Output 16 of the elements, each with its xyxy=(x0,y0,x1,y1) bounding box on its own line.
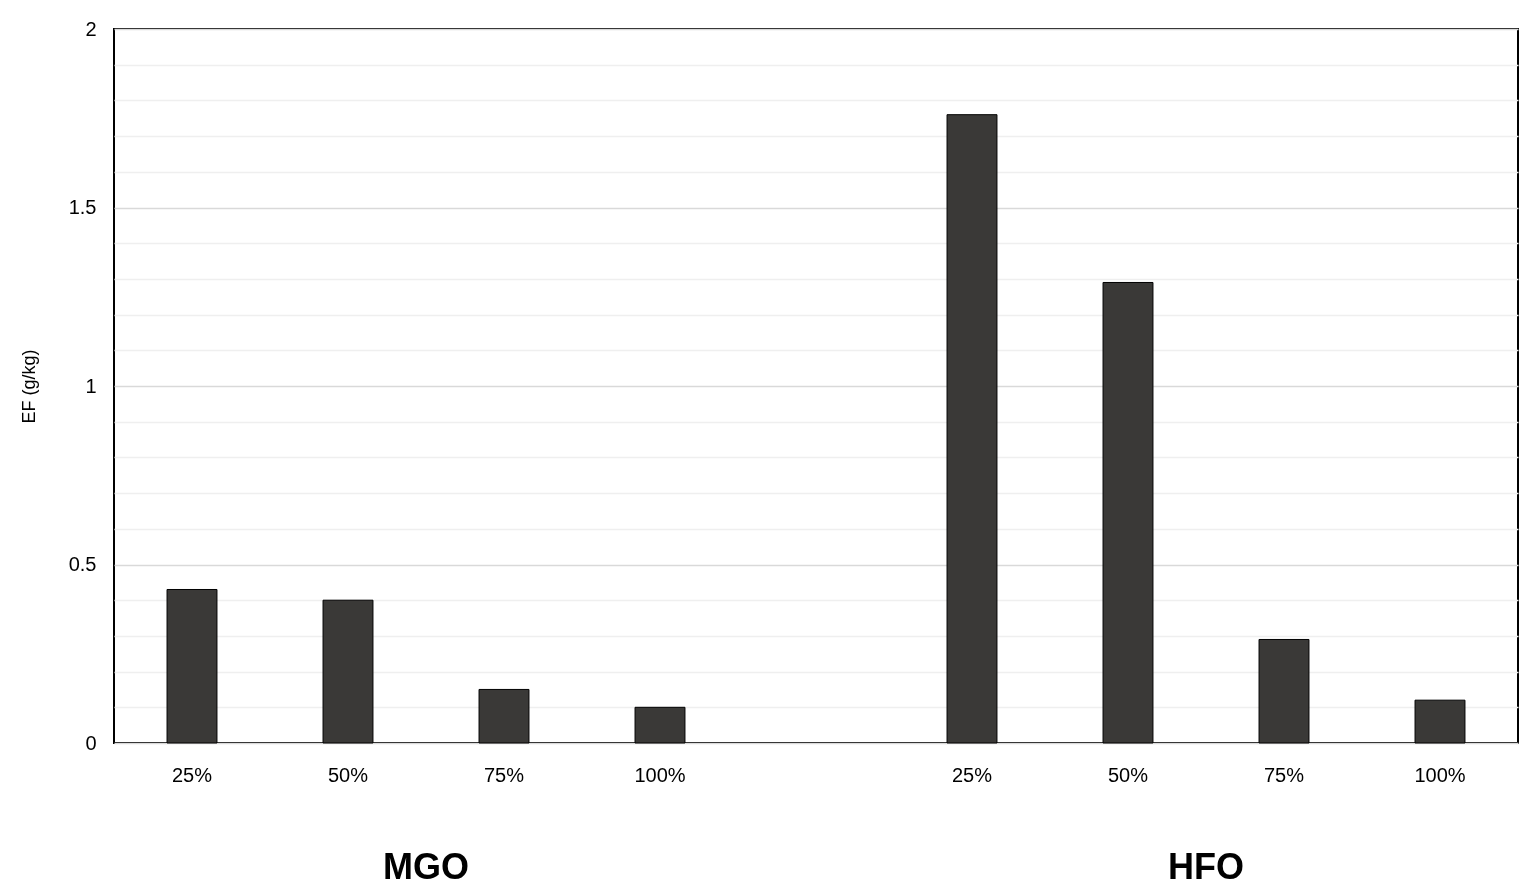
x-tick-label: 50% xyxy=(1107,763,1149,786)
x-tick-label: 100% xyxy=(1414,763,1466,786)
x-tick-label: 25% xyxy=(951,763,993,786)
text: MGO xyxy=(383,846,469,883)
y-tick-label: 0 xyxy=(85,731,97,754)
x-tick-label: 100% xyxy=(634,763,686,786)
y-axis-title: EF (g/kg) xyxy=(18,349,39,424)
y-tick-label: 1.5 xyxy=(68,196,97,218)
x-tick-label: 50% xyxy=(327,763,369,786)
y-tick-label: 2 xyxy=(85,17,97,40)
x-tick-label: 75% xyxy=(1263,763,1305,786)
x-tick-label: 75% xyxy=(483,763,525,786)
y-tick-label: 0.5 xyxy=(68,553,97,575)
x-tick-label: 25% xyxy=(171,763,213,786)
text: HFO xyxy=(1168,846,1244,883)
y-tick-label: 1 xyxy=(85,374,97,397)
